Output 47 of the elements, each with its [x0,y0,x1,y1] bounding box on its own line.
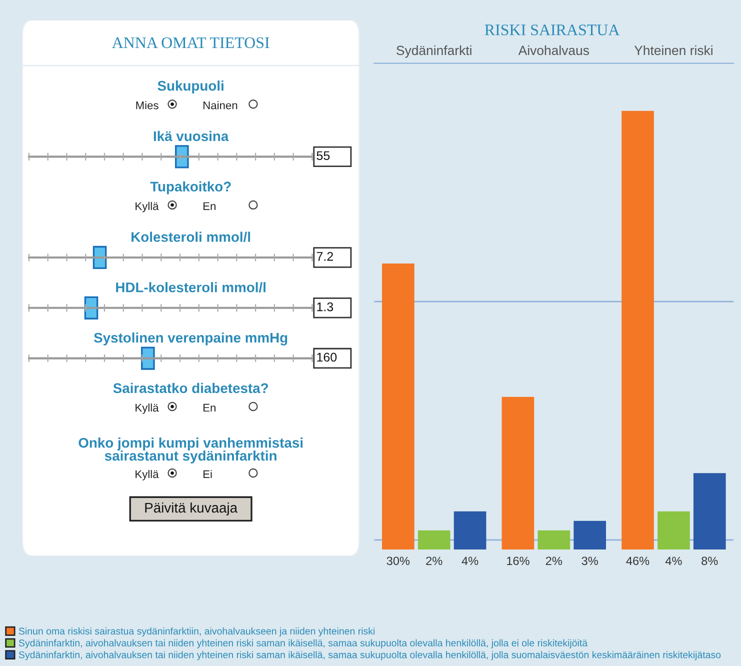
data-label: 30% [386,556,410,566]
text: Sukupuoli [158,80,224,94]
legend-label: Sydäninfarktin, aivohalvauksen tai niiden yhteinen riski saman ikäisellä, samaa sukupuolta olevalla henkilöllä, jolla ei ole riskitekijöitä [18,639,588,648]
chart-title: RISKI SAIRASTUA [484,24,620,36]
text: Sairastatko diabetesta? [113,382,268,394]
bar [418,530,450,550]
text: Mies [136,101,158,110]
data-label: 4% [665,556,682,566]
data-label: 16% [507,556,530,566]
text: 160 [317,352,337,362]
bar [658,511,690,550]
text: ANNA OMAT TIETOSI [112,37,270,48]
text: Tupakoitko? [150,181,231,194]
bar [574,520,606,550]
text: Ikä vuosina [154,130,229,142]
text: Kyllä [136,470,159,480]
text: Onko jompi kumpi vanhemmistasi sairastanut sydäninfarktin [78,438,303,464]
x-tick-label: Aivohalvaus [518,45,589,56]
data-label: 8% [702,556,718,566]
text: Kyllä [136,403,159,414]
bar [538,530,570,550]
text: En [204,202,216,210]
text: HDL-kolesteroli mmol/l [116,282,266,292]
text: Ei [204,470,212,478]
bar [622,110,654,550]
legend-label: Sinun oma riskisi sairastua sydäninfarktiin, aivohalvaukseen ja niiden yhteinen riski [18,627,374,636]
bar [454,511,486,550]
text: Kyllä [136,202,159,212]
data-label: 2% [426,556,442,566]
legend-label: Sydäninfarktin, aivohalvauksen tai niiden yhteinen riski saman ikäisellä, samaa sukupuolta olevalla henkilöllä, jolla suomalaisväestön keskimääräinen riskitekijätaso [18,651,721,660]
text: Kolesteroli mmol/l [132,232,250,242]
data-label: 4% [462,556,478,566]
data-label: 3% [582,556,598,566]
text: En [204,404,216,412]
data-label: 2% [546,556,562,566]
text: 55 [316,151,330,160]
text: Systolinen verenpaine mmHg [94,332,288,346]
text: Nainen [204,101,238,110]
bar [382,263,414,550]
x-tick-label: Yhteinen riski [634,45,712,56]
x-tick-label: Sydäninfarkti [396,45,472,58]
data-label: 46% [626,556,650,566]
bar [502,396,534,550]
bar [693,473,726,550]
text: 1.3 [317,302,334,312]
text: Päivitä kuvaaja [145,502,238,516]
text: 7.2 [316,252,333,261]
